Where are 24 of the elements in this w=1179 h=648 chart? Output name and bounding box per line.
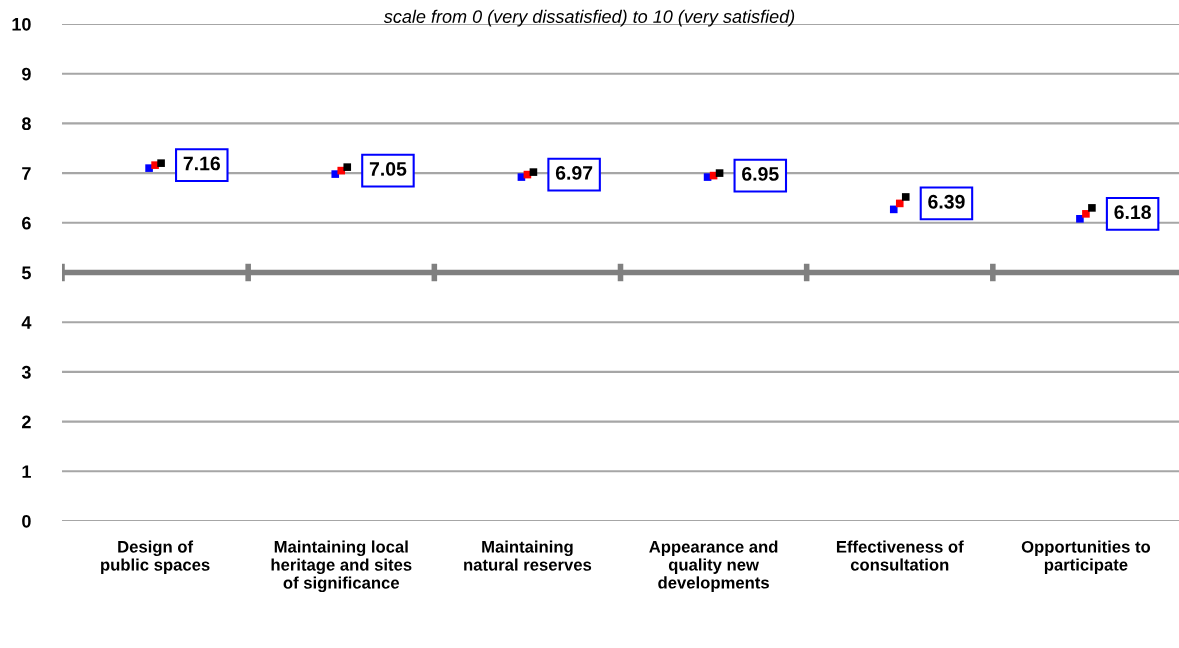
y-tick-label: 3: [21, 365, 31, 379]
data-label: 6.18: [1114, 205, 1151, 220]
x-tick-label: Appearance and quality new developments: [649, 540, 778, 592]
y-tick-label: 7: [22, 167, 31, 180]
x-tick-label: Design of public spaces: [101, 540, 210, 575]
chart-subtitle: scale from 0 (very dissatisfied) to 10 (very satisfied): [383, 9, 795, 27]
data-label: 6.95: [742, 167, 779, 181]
x-tick-label: Effectiveness of consultation: [836, 540, 964, 571]
x-tick-label: Maintaining natural reserves: [464, 540, 592, 571]
y-tick-label: 4: [21, 316, 32, 329]
data-label: 6.97: [555, 166, 593, 180]
y-tick-label: 5: [21, 266, 31, 280]
y-tick-label: 9: [22, 67, 31, 81]
x-tick-label: Maintaining local heritage and sites of significance: [271, 540, 412, 593]
data-label: 7.16: [183, 156, 220, 171]
data-label: 7.05: [369, 162, 407, 176]
y-tick-label: 8: [21, 117, 31, 131]
x-tick-label: Opportunities to participate: [1021, 540, 1151, 574]
y-tick-label: 6: [22, 216, 31, 230]
y-tick-label: 0: [22, 514, 31, 528]
y-tick-label: 1: [22, 465, 31, 478]
y-tick-label: 10: [12, 17, 31, 31]
y-tick-label: 2: [22, 415, 31, 429]
data-label: 6.39: [928, 194, 965, 209]
